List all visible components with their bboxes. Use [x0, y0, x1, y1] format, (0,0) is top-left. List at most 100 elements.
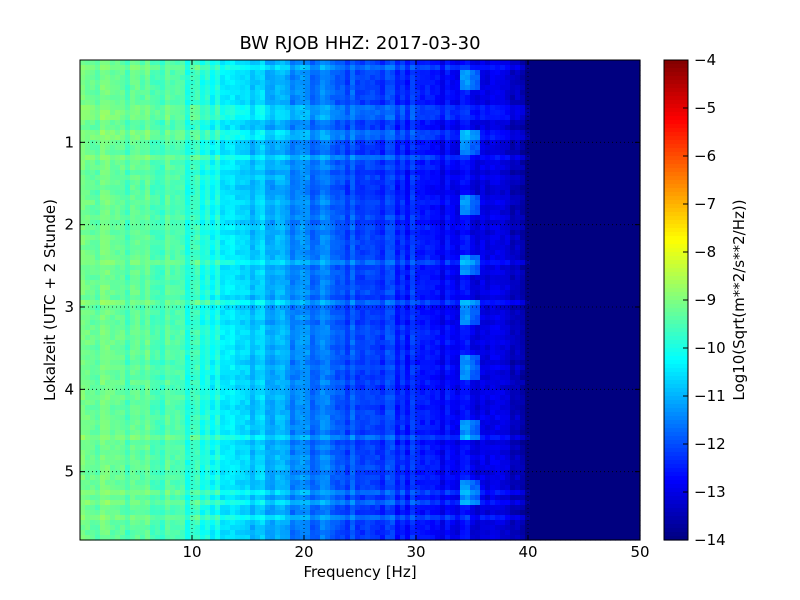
heatmap-cell [360, 150, 366, 156]
heatmap-cell [340, 190, 346, 196]
heatmap-cell [505, 220, 511, 226]
heatmap-cell [545, 130, 551, 136]
heatmap-cell [160, 140, 166, 146]
heatmap-cell [225, 160, 231, 166]
heatmap-cell [415, 200, 421, 206]
heatmap-cell [175, 75, 181, 81]
heatmap-cell [480, 255, 486, 261]
heatmap-cell [400, 235, 406, 241]
heatmap-cell [580, 245, 586, 251]
heatmap-cell [260, 210, 266, 216]
heatmap-cell [635, 210, 641, 216]
heatmap-cell [600, 220, 606, 226]
heatmap-cell [560, 180, 566, 186]
heatmap-cell [320, 220, 326, 226]
heatmap-cell [440, 270, 446, 276]
heatmap-cell [400, 95, 406, 101]
heatmap-cell [625, 110, 631, 116]
heatmap-cell [560, 120, 566, 126]
heatmap-cell [595, 175, 601, 181]
heatmap-cell [390, 210, 396, 216]
heatmap-cell [390, 255, 396, 261]
heatmap-cell [475, 190, 481, 196]
heatmap-cell [355, 175, 361, 181]
heatmap-cell [80, 180, 86, 186]
heatmap-cell [365, 280, 371, 286]
heatmap-cell [100, 270, 106, 276]
heatmap-cell [360, 215, 366, 221]
heatmap-cell [270, 235, 276, 241]
heatmap-cell [525, 240, 531, 246]
heatmap-cell [115, 175, 121, 181]
heatmap-cell [565, 110, 571, 116]
heatmap-cell [165, 170, 171, 176]
heatmap-cell [470, 85, 476, 91]
heatmap-cell [490, 125, 496, 131]
heatmap-cell [465, 180, 471, 186]
heatmap-cell [330, 185, 336, 191]
heatmap-cell [180, 185, 186, 191]
heatmap-cell [260, 100, 266, 106]
heatmap-cell [375, 190, 381, 196]
heatmap-cell [90, 80, 96, 86]
heatmap-cell [185, 235, 191, 241]
heatmap-cell [355, 135, 361, 141]
heatmap-cell [140, 205, 146, 211]
heatmap-cell [210, 215, 216, 221]
heatmap-cell [260, 235, 266, 241]
heatmap-cell [470, 170, 476, 176]
heatmap-cell [580, 60, 586, 66]
heatmap-cell [280, 110, 286, 116]
heatmap-cell [595, 105, 601, 111]
heatmap-cell [95, 180, 101, 186]
heatmap-cell [430, 260, 436, 266]
heatmap-cell [620, 235, 626, 241]
heatmap-cell [160, 255, 166, 261]
heatmap-cell [410, 265, 416, 271]
heatmap-cell [250, 140, 256, 146]
heatmap-cell [400, 215, 406, 221]
heatmap-cell [565, 160, 571, 166]
heatmap-cell [610, 135, 616, 141]
heatmap-cell [250, 65, 256, 71]
heatmap-cell [430, 135, 436, 141]
heatmap-cell [485, 240, 491, 246]
heatmap-cell [435, 260, 441, 266]
heatmap-cell [260, 65, 266, 71]
heatmap-cell [440, 75, 446, 81]
heatmap-cell [330, 120, 336, 126]
heatmap-cell [100, 210, 106, 216]
heatmap-cell [555, 70, 561, 76]
heatmap-cell [350, 100, 356, 106]
heatmap-cell [85, 120, 91, 126]
heatmap-cell [370, 245, 376, 251]
heatmap-cell [360, 185, 366, 191]
heatmap-cell [210, 225, 216, 231]
heatmap-cell [530, 195, 536, 201]
heatmap-cell [315, 240, 321, 246]
heatmap-cell [255, 70, 261, 76]
heatmap-cell [135, 190, 141, 196]
heatmap-cell [445, 85, 451, 91]
heatmap-cell [370, 235, 376, 241]
heatmap-cell [340, 150, 346, 156]
heatmap-cell [560, 255, 566, 261]
heatmap-cell [280, 90, 286, 96]
heatmap-cell [575, 220, 581, 226]
heatmap-cell [450, 260, 456, 266]
heatmap-cell [325, 85, 331, 91]
heatmap-cell [635, 230, 641, 236]
heatmap-cell [405, 165, 411, 171]
heatmap-cell [445, 155, 451, 161]
heatmap-cell [260, 80, 266, 86]
heatmap-cell [255, 120, 261, 126]
heatmap-cell [250, 260, 256, 266]
heatmap-cell [275, 75, 281, 81]
heatmap-cell [540, 95, 546, 101]
heatmap-cell [455, 150, 461, 156]
heatmap-cell [380, 165, 386, 171]
heatmap-cell [250, 130, 256, 136]
heatmap-cell [500, 130, 506, 136]
heatmap-cell [440, 275, 446, 281]
heatmap-cell [300, 90, 306, 96]
